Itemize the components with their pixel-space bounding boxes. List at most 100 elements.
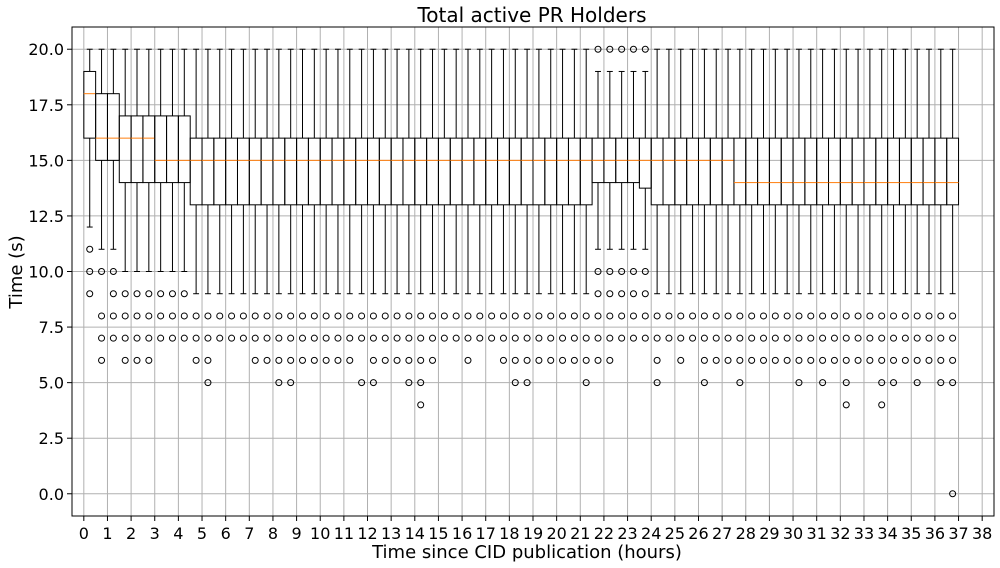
box-body xyxy=(697,137,711,206)
outlier-point xyxy=(937,312,945,320)
outlier-point xyxy=(417,401,425,409)
outlier-point xyxy=(251,312,259,320)
box-body xyxy=(662,137,676,206)
outlier-point xyxy=(629,290,637,298)
outlier-point xyxy=(121,356,129,364)
x-tick-label: 31 xyxy=(807,524,827,543)
box-plot-item xyxy=(544,48,558,364)
y-axis-label: Time (s) xyxy=(6,235,27,309)
box-plot-item xyxy=(378,48,392,364)
outlier-point xyxy=(594,268,602,275)
box-plot-item xyxy=(437,48,451,342)
y-tick-label: 10.0 xyxy=(28,263,64,282)
outlier-point xyxy=(606,45,614,53)
outlier-point xyxy=(949,490,957,498)
outlier-point xyxy=(523,334,531,342)
outlier-point xyxy=(712,356,720,364)
x-tick-label: 0 xyxy=(79,524,89,543)
outlier-point xyxy=(358,334,366,342)
outlier-point xyxy=(180,334,188,342)
outlier-point xyxy=(819,312,827,320)
box-body xyxy=(378,137,392,206)
outlier-point xyxy=(949,379,957,387)
outlier-point xyxy=(736,312,744,320)
outlier-point xyxy=(830,312,838,320)
box-plot-item xyxy=(768,48,782,364)
outlier-point xyxy=(547,312,555,320)
outlier-point xyxy=(393,312,401,320)
x-tick-label: 7 xyxy=(244,524,254,543)
outlier-point xyxy=(629,45,637,53)
outlier-point xyxy=(618,312,626,320)
box-plot-item xyxy=(520,48,534,387)
box-plot-item xyxy=(166,48,179,342)
box-plot-item xyxy=(260,48,274,364)
outlier-point xyxy=(913,379,921,387)
box-body xyxy=(674,137,688,206)
x-tick-label: 21 xyxy=(570,524,590,543)
x-tick-label: 30 xyxy=(783,524,803,543)
outlier-point xyxy=(736,356,744,364)
box-body xyxy=(721,137,735,206)
x-tick-label: 20 xyxy=(546,524,566,543)
outlier-point xyxy=(168,312,176,320)
outlier-point xyxy=(121,334,129,342)
box-plot-item xyxy=(851,48,865,364)
x-tick-label: 13 xyxy=(381,524,401,543)
x-tick-label: 37 xyxy=(948,524,968,543)
x-tick-label: 23 xyxy=(617,524,637,543)
outlier-point xyxy=(86,290,94,298)
box-body xyxy=(946,137,960,206)
y-tick-label: 7.5 xyxy=(39,318,64,337)
outlier-point xyxy=(629,312,637,320)
box-plot-item xyxy=(910,48,924,387)
box-plot-item xyxy=(367,48,380,387)
outlier-point xyxy=(760,356,767,364)
outlier-point xyxy=(830,356,838,364)
box-body xyxy=(898,137,912,206)
outlier-point xyxy=(925,312,933,320)
x-tick-label: 19 xyxy=(523,524,543,543)
outlier-point xyxy=(299,356,306,364)
x-tick-label: 22 xyxy=(594,524,614,543)
outlier-point xyxy=(653,334,661,342)
outlier-point xyxy=(748,312,756,320)
outlier-point xyxy=(358,379,366,387)
outlier-point xyxy=(275,312,283,320)
outlier-point xyxy=(440,312,448,320)
outlier-point xyxy=(925,334,933,342)
box-plot-item xyxy=(497,48,510,364)
outlier-point xyxy=(476,334,484,342)
outlier-point xyxy=(499,312,507,320)
x-tick-label: 34 xyxy=(877,524,897,543)
outlier-point xyxy=(204,379,212,387)
box-plot-item xyxy=(213,48,227,342)
box-plot-item xyxy=(248,48,262,364)
outlier-point xyxy=(499,334,507,342)
box-plot-item xyxy=(532,48,546,364)
outlier-point xyxy=(878,379,886,387)
outlier-point xyxy=(98,356,106,364)
box-body xyxy=(497,137,510,206)
outlier-point xyxy=(700,334,708,342)
outlier-point xyxy=(452,334,460,342)
box-body xyxy=(709,137,723,206)
outlier-point xyxy=(393,334,401,342)
x-tick-label: 11 xyxy=(334,524,354,543)
box-plot-item xyxy=(402,48,416,387)
outlier-point xyxy=(712,334,720,342)
outlier-point xyxy=(795,356,803,364)
box-plot-item xyxy=(686,48,699,342)
outlier-point xyxy=(133,312,141,320)
outlier-point xyxy=(913,356,921,364)
outlier-point xyxy=(476,312,484,320)
outlier-point xyxy=(866,334,874,342)
outlier-point xyxy=(346,312,354,320)
box-body xyxy=(816,137,830,206)
x-tick-label: 10 xyxy=(310,524,330,543)
box-body xyxy=(875,137,889,206)
outlier-point xyxy=(381,356,389,364)
box-plot-item xyxy=(745,48,759,364)
y-tick-label: 17.5 xyxy=(28,96,64,115)
outlier-point xyxy=(535,312,543,320)
